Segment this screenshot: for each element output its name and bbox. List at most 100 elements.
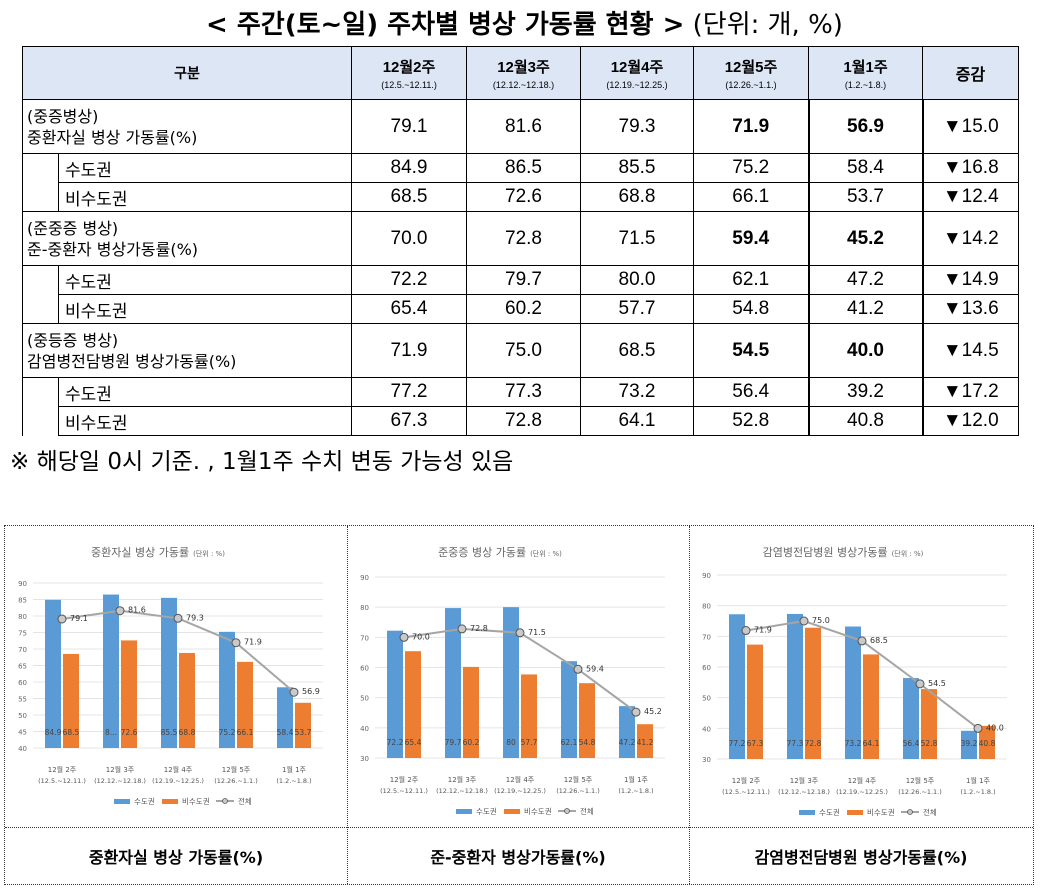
change-cell: ▼12.4 bbox=[922, 182, 1020, 212]
change-cell: ▼17.2 bbox=[922, 377, 1020, 407]
x-tick-range: (12.12.~12.18.) bbox=[94, 777, 146, 785]
table-header-row: 구분 12월2주 (12.5.~12.11.) 12월3주 (12.12.~12.1… bbox=[21, 46, 1020, 100]
bar-noncapital-label: 52.8 bbox=[921, 739, 938, 748]
legend-label-capital: 수도권 bbox=[819, 808, 840, 817]
bar-capital bbox=[445, 608, 461, 758]
legend-label-capital: 수도권 bbox=[134, 797, 155, 806]
legend-swatch-capital bbox=[799, 810, 815, 815]
table-cell: 84.9 bbox=[351, 153, 468, 183]
x-tick-label: 12월 3주 bbox=[106, 765, 135, 774]
chart-caption: 감염병전담병원 병상가동률(%) bbox=[689, 827, 1033, 884]
chart-panel-semi: 준중증 병상 가동률 (단위 : %) 30 40 50 60 70 80 90 72.2 65.4… bbox=[347, 526, 690, 884]
bar-capital bbox=[161, 597, 177, 748]
chart-title: 중환자실 병상 가동률 (단위 : %) bbox=[91, 546, 225, 559]
y-tick-label: 60 bbox=[360, 665, 369, 673]
line-total-point bbox=[289, 687, 299, 697]
occupancy-table: 구분 12월2주 (12.5.~12.11.) 12월3주 (12.12.~12.1… bbox=[21, 46, 1020, 436]
bar-capital-label: 79.7 bbox=[445, 738, 462, 747]
bar-noncapital bbox=[521, 674, 537, 758]
table-cell: 40.0 bbox=[807, 323, 924, 378]
bar-capital bbox=[619, 706, 635, 758]
table-cell: 75.2 bbox=[693, 153, 810, 183]
y-tick-label: 30 bbox=[702, 756, 711, 764]
y-tick-label: 90 bbox=[18, 580, 27, 588]
table-cell: 73.2 bbox=[580, 377, 695, 407]
bar-noncapital bbox=[463, 666, 479, 758]
row-sub-label: 수도권 bbox=[57, 377, 353, 407]
bar-noncapital-label: 54.8 bbox=[579, 738, 596, 747]
bar-noncapital bbox=[179, 652, 195, 748]
table-cell: 58.4 bbox=[807, 153, 924, 183]
y-tick-label: 40 bbox=[18, 745, 27, 753]
bar-capital-label: 62.1 bbox=[561, 738, 578, 747]
bar-noncapital-label: 68.8 bbox=[179, 728, 196, 737]
bar-capital bbox=[387, 630, 403, 758]
semi-critical-occupancy-chart: 준중증 병상 가동률 (단위 : %) 30 40 50 60 70 80 90 72.2 65.4… bbox=[360, 546, 665, 816]
table-row: 비수도권 65.4 60.2 57.7 54.8 41.2 ▼13.6 bbox=[22, 294, 1020, 324]
change-cell: ▼14.2 bbox=[922, 211, 1020, 266]
bar-capital-label: 80 bbox=[506, 738, 516, 747]
table-cell: 53.7 bbox=[807, 182, 924, 212]
x-tick-label: 1월 1주 bbox=[282, 765, 307, 774]
table-cell: 56.4 bbox=[693, 377, 810, 407]
table-row: (중증병상) 중환자실 병상 가동률(%) 79.1 81.6 79.3 71.9 56.9… bbox=[21, 99, 1020, 154]
row-category-label: (중등증 병상) 감염병전담병원 병상가동률(%) bbox=[21, 323, 353, 378]
bar-noncapital bbox=[921, 689, 937, 759]
bar-noncapital bbox=[63, 653, 79, 748]
bar-capital-label: 77.3 bbox=[787, 739, 804, 748]
x-tick-range: (1.2.~1.8.) bbox=[960, 788, 995, 796]
table-cell: 72.2 bbox=[351, 265, 468, 295]
chart-title: 감염병전담병원 병상가동률 (단위 : %) bbox=[763, 546, 924, 559]
chart-caption: 준-중환자 병상가동률(%) bbox=[347, 827, 689, 884]
row-sub-label: 수도권 bbox=[57, 265, 353, 295]
footnote: ※ 해당일 0시 기준. , 1월1주 수치 변동 가능성 있음 bbox=[10, 449, 514, 475]
y-tick-label: 70 bbox=[18, 646, 27, 654]
line-total-point bbox=[973, 723, 983, 733]
table-cell: 72.8 bbox=[466, 211, 582, 266]
x-tick-range: (12.12.~12.18.) bbox=[778, 788, 830, 796]
x-tick-label: 12월 3주 bbox=[790, 776, 819, 785]
line-total-point bbox=[741, 626, 751, 636]
x-tick-range: (1.2.~1.8.) bbox=[618, 787, 653, 795]
table-row: 수도권 72.2 79.7 80.0 62.1 47.2 ▼14.9 bbox=[22, 265, 1020, 295]
line-total-label: 56.9 bbox=[302, 687, 320, 696]
bar-noncapital bbox=[579, 683, 595, 758]
table-cell: 71.9 bbox=[693, 99, 810, 154]
y-tick-label: 40 bbox=[702, 725, 711, 733]
x-tick-label: 12월 2주 bbox=[390, 775, 419, 784]
table-cell: 54.5 bbox=[693, 323, 810, 378]
legend-swatch-noncapital bbox=[504, 809, 520, 814]
table-cell: 40.8 bbox=[807, 406, 924, 436]
y-tick-label: 80 bbox=[18, 613, 27, 621]
y-tick-label: 50 bbox=[360, 695, 369, 703]
legend-label-total: 전체 bbox=[923, 807, 937, 817]
change-cell: ▼14.9 bbox=[922, 265, 1020, 295]
bar-capital bbox=[729, 614, 745, 759]
x-tick-label: 12월 2주 bbox=[48, 765, 77, 774]
line-total-point bbox=[573, 664, 583, 674]
table-cell: 77.3 bbox=[466, 377, 582, 407]
line-total-label: 71.5 bbox=[528, 628, 546, 637]
x-tick-range: (12.5.~12.11.) bbox=[722, 788, 770, 796]
bar-noncapital bbox=[637, 724, 653, 758]
line-total-point bbox=[915, 679, 925, 689]
chart-panel-icu: 중환자실 병상 가동률 (단위 : %) 40 45 50 55 60 65 70 75 80 85 9… bbox=[5, 526, 348, 884]
bar-noncapital-label: 41.2 bbox=[637, 738, 654, 747]
bar-noncapital bbox=[979, 725, 995, 759]
table-cell: 81.6 bbox=[466, 99, 582, 154]
bar-capital bbox=[845, 626, 861, 759]
title-unit: (단위: 개, %) bbox=[692, 10, 843, 40]
table-cell: 66.1 bbox=[693, 182, 810, 212]
line-total-point bbox=[399, 632, 409, 642]
y-tick-label: 40 bbox=[360, 725, 369, 733]
bar-noncapital bbox=[295, 702, 311, 748]
y-tick-label: 50 bbox=[18, 712, 27, 720]
bar-capital bbox=[103, 594, 119, 748]
x-tick-range: (12.19.~12.25.) bbox=[152, 777, 204, 785]
legend-point-total bbox=[564, 808, 570, 814]
x-tick-label: 12월 2주 bbox=[732, 776, 761, 785]
bar-noncapital bbox=[237, 661, 253, 748]
line-total-label: 40.0 bbox=[986, 723, 1004, 732]
row-sub-label: 비수도권 bbox=[57, 406, 353, 436]
x-tick-label: 12월 4주 bbox=[848, 776, 877, 785]
